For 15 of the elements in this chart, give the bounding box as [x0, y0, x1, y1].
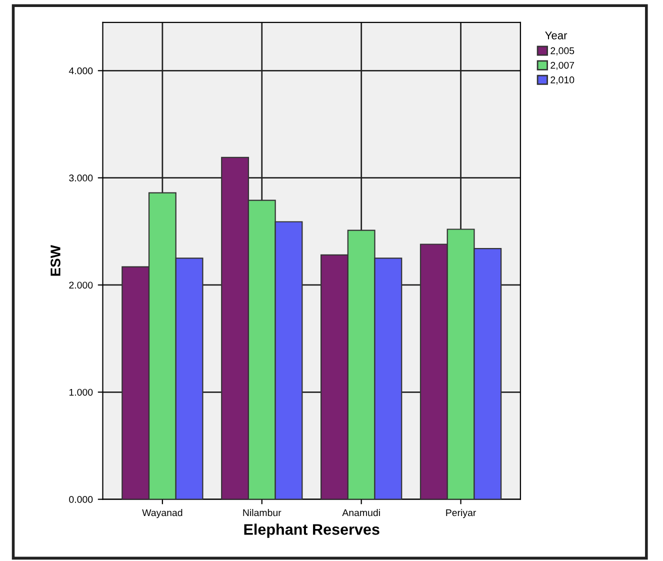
- legend-label: 2,010: [550, 76, 574, 84]
- y-tick-label: 3.000: [69, 174, 93, 182]
- x-tick-label: Nilambur: [243, 509, 282, 516]
- legend-label: 2,007: [550, 62, 574, 70]
- legend-label: 2,005: [550, 47, 574, 56]
- y-tick-label: 1.000: [69, 388, 93, 396]
- y-axis-title: ESW: [50, 245, 60, 276]
- y-tick-label: 2.000: [69, 282, 93, 289]
- y-tick-label: 4.000: [68, 67, 93, 74]
- x-axis-title: Elephant Reserves: [244, 524, 380, 538]
- legend-title: Year: [545, 32, 568, 40]
- x-tick-label: Periyar: [446, 509, 476, 518]
- x-tick-label: Wayanad: [142, 509, 182, 518]
- y-tick-label: 0.000: [69, 496, 93, 503]
- x-tick-label: Anamudi: [342, 509, 380, 516]
